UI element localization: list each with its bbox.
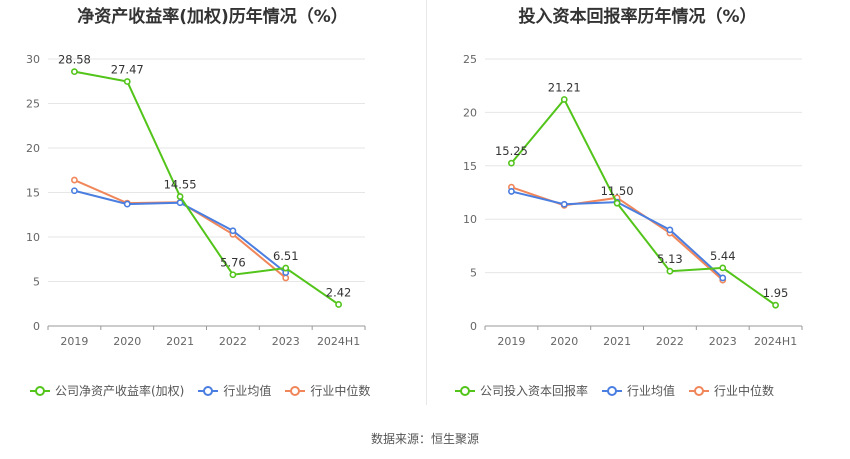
roic-series-0-point: [772, 301, 779, 309]
roic-y-tick-label: 0: [470, 320, 477, 333]
roic-series-0-data-label: 11.50: [601, 184, 634, 198]
roic-series-0-point: [666, 267, 674, 275]
roe-series-1-point: [176, 199, 184, 207]
roic-series-1-point: [560, 200, 568, 208]
roic-series-0-line: [510, 97, 777, 306]
roic-series-0-data-label: 1.95: [763, 286, 789, 300]
roe-legend-marker: [198, 385, 219, 397]
roic-legend-marker: [455, 385, 475, 397]
roe-series-1-point: [229, 227, 237, 235]
roic-x-tick-label: 2020: [550, 335, 578, 348]
roe-x-tick-label: 2024H1: [317, 335, 360, 348]
roic-legend-item[interactable]: 行业均值: [602, 382, 675, 399]
roe-x-tick-label: 2023: [272, 335, 300, 348]
roe-x-tick-label: 2021: [166, 335, 194, 348]
roe-chart-panel: 净资产收益率(加权)历年情况（%） 0 5 10 15 20 25 30 2019 2020 20…: [0, 0, 425, 410]
roe-series-0-point: [229, 271, 237, 279]
roe-series-0-point: [71, 68, 78, 76]
roe-x-tick-label: 2020: [113, 335, 141, 348]
roic-legend-label: 公司投入资本回报率: [480, 384, 589, 398]
roic-series-0-point: [613, 199, 621, 207]
roe-series-0-point: [123, 78, 131, 85]
roe-chart-plot: 0 5 10 15 20 25 30 2019 2020 2021 2022 2023 2024H1 28…: [26, 53, 366, 348]
roic-legend-label: 行业均值: [627, 384, 676, 398]
roe-y-tick-label: 30: [26, 53, 40, 66]
roe-series-0-data-label: 2.42: [326, 285, 352, 299]
roic-series-0-data-label: 15.25: [495, 144, 528, 158]
roe-y-tick-label: 0: [33, 320, 40, 333]
roic-series-1-point: [719, 274, 727, 282]
roic-x-tick-label: 2023: [709, 335, 737, 348]
roic-x-tick-label: 2019: [497, 335, 525, 348]
roe-legend-item[interactable]: 公司净资产收益率(加权): [30, 382, 184, 399]
roic-chart-plot: 0 5 10 15 20 25 2019 2020 2021 2022 2023 2024H1 15.2…: [463, 53, 803, 348]
roe-y-tick-label: 20: [26, 142, 40, 155]
roe-legend-label: 公司净资产收益率(加权): [55, 384, 185, 398]
roic-series-0-data-label: 5.13: [657, 252, 683, 266]
roic-y-tick-label: 25: [463, 53, 477, 66]
roe-legend-item[interactable]: 行业中位数: [285, 382, 370, 399]
roe-y-tick-label: 5: [33, 276, 40, 289]
roe-series-0-data-label: 28.58: [58, 53, 91, 67]
roe-series-0-point: [176, 193, 184, 200]
roe-series-1-point: [71, 187, 78, 195]
roic-legend-marker: [602, 385, 623, 397]
roic-chart-panel: 投入资本回报率历年情况（%） 0 5 10 15 20 25 2019 2020 2021 202…: [425, 0, 850, 410]
roic-series-0-point: [560, 96, 568, 103]
roe-series-0-line: [74, 70, 340, 306]
roe-x-tick-label: 2019: [60, 335, 88, 348]
roic-series-0-data-label: 21.21: [548, 80, 581, 94]
roic-series-1-point: [508, 188, 515, 195]
roe-legend-label: 行业均值: [223, 384, 272, 398]
roic-series-0-data-label: 5.44: [710, 249, 736, 263]
roic-legend-label: 行业中位数: [714, 384, 775, 398]
roic-series-0-point: [719, 264, 727, 272]
roe-series-1-point: [123, 200, 131, 208]
roic-y-tick-label: 10: [463, 213, 477, 226]
roe-chart-legend: 公司净资产收益率(加权) 行业均值 行业中位数: [30, 382, 370, 399]
roe-series-0-data-label: 6.51: [273, 249, 299, 263]
roe-series-0-data-label: 5.76: [220, 256, 246, 270]
roic-chart-title: 投入资本回报率历年情况（%）: [518, 7, 757, 27]
roic-y-tick-label: 5: [470, 267, 477, 280]
roe-series-0-data-label: 27.47: [111, 63, 144, 77]
roic-legend-item[interactable]: 行业中位数: [689, 382, 774, 399]
roe-x-tick-label: 2022: [219, 335, 247, 348]
roic-series-1-point: [666, 226, 674, 234]
roic-x-tick-label: 2024H1: [754, 335, 797, 348]
roe-legend-item[interactable]: 行业均值: [198, 382, 271, 399]
roe-chart-title: 净资产收益率(加权)历年情况（%）: [77, 7, 348, 27]
roe-y-tick-label: 15: [26, 187, 40, 200]
roic-legend-item[interactable]: 公司投入资本回报率: [455, 382, 588, 399]
roic-legend-marker: [689, 385, 710, 397]
roic-x-tick-label: 2021: [603, 335, 631, 348]
roe-series-0-point: [335, 301, 342, 308]
roe-legend-marker: [285, 385, 306, 397]
roe-y-tick-label: 10: [26, 231, 40, 244]
data-source-note: 数据来源：恒生聚源: [370, 432, 479, 446]
roic-y-tick-label: 15: [463, 160, 477, 173]
roic-chart-legend: 公司投入资本回报率 行业均值 行业中位数: [455, 382, 774, 399]
roe-series-2-point: [71, 176, 78, 184]
roe-series-0-data-label: 14.55: [164, 178, 197, 192]
panel-divider: [426, 0, 427, 405]
roe-series-2-point: [282, 274, 290, 282]
roe-y-tick-label: 25: [26, 98, 40, 111]
roic-series-0-point: [508, 159, 515, 167]
roic-y-tick-label: 20: [463, 106, 477, 119]
roe-series-0-point: [282, 264, 290, 272]
roic-x-tick-label: 2022: [656, 335, 684, 348]
roe-legend-marker: [30, 385, 50, 397]
roe-legend-label: 行业中位数: [310, 384, 371, 398]
